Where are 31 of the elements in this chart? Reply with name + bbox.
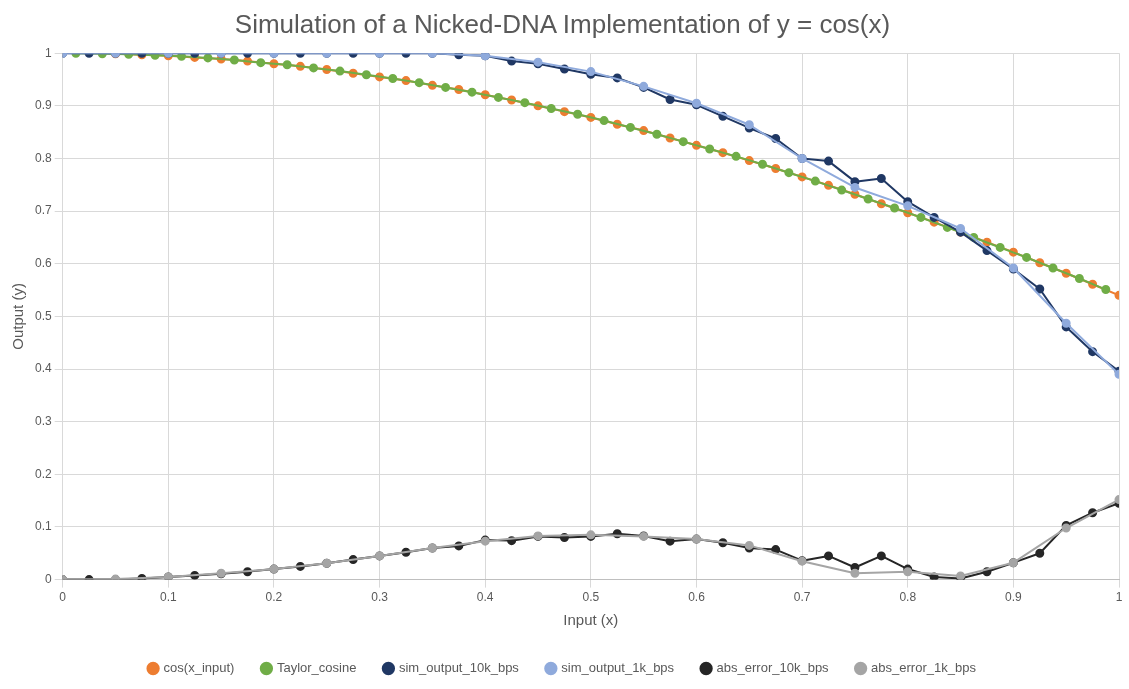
y-tick-label: 0.2	[34, 466, 52, 481]
y-tick-label: 0.3	[34, 413, 52, 428]
legend-label: abs_error_10k_bps	[716, 660, 830, 676]
x-tick-label: 0.3	[371, 590, 389, 605]
legend-label: abs_error_1k_bps	[871, 660, 977, 676]
y-tick-label: 0.1	[34, 519, 52, 534]
legend-label: Taylor_cosine	[276, 660, 357, 676]
y-tick-label: 0.4	[34, 361, 52, 376]
y-axis-title: Output (y)	[9, 283, 27, 350]
chart-title: Simulation of a Nicked-DNA Implementation of y = cos(x)	[234, 8, 891, 39]
x-tick-label: 0	[59, 590, 67, 605]
y-tick-label: 0	[44, 571, 52, 586]
y-tick-label: 1	[44, 45, 52, 60]
x-tick-label: 0.2	[265, 590, 283, 605]
x-tick-label: 0.6	[688, 590, 706, 605]
x-tick-label: 1	[1115, 590, 1123, 605]
x-tick-label: 0.8	[899, 590, 917, 605]
y-tick-label: 0.5	[34, 308, 52, 323]
y-tick-label: 0.7	[34, 203, 52, 218]
legend-label: sim_output_10k_bps	[398, 660, 520, 676]
y-tick-label: 0.9	[34, 98, 52, 113]
x-axis-title: Input (x)	[563, 611, 619, 629]
y-tick-label: 0.8	[34, 150, 52, 165]
x-tick-label: 0.4	[476, 590, 494, 605]
legend-label: sim_output_1k_bps	[561, 660, 675, 676]
y-tick-label: 0.6	[34, 256, 52, 271]
x-tick-label: 0.1	[159, 590, 177, 605]
legend-label: cos(x_input)	[163, 660, 235, 676]
x-tick-label: 0.7	[793, 590, 811, 605]
x-tick-label: 0.5	[582, 590, 600, 605]
x-tick-label: 0.9	[1005, 590, 1023, 605]
